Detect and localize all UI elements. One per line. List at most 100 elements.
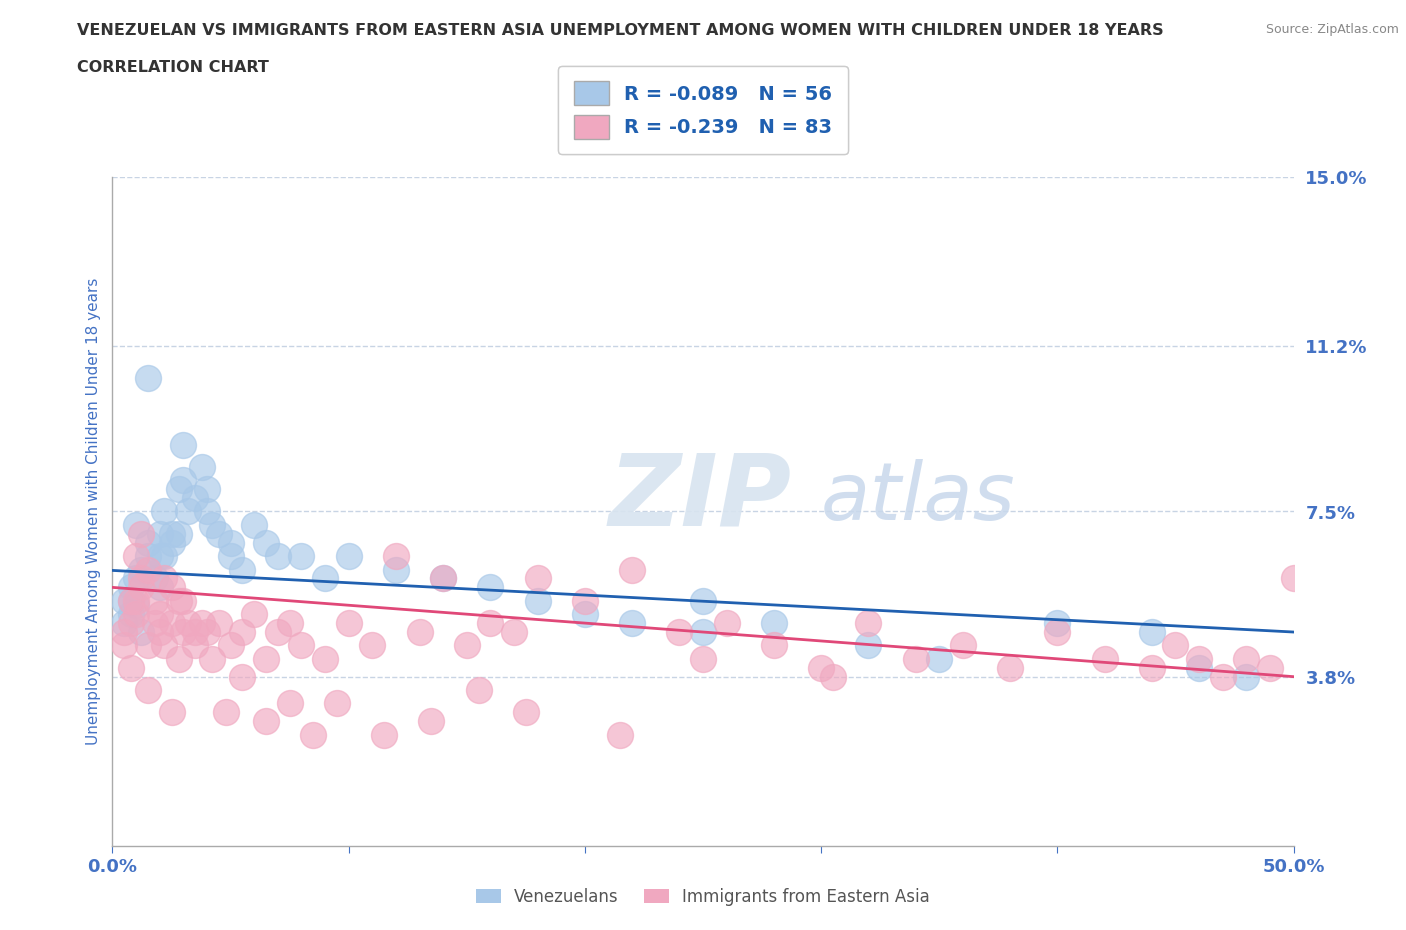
Legend: Venezuelans, Immigrants from Eastern Asia: Venezuelans, Immigrants from Eastern Asi…	[470, 881, 936, 912]
Point	[821, 670, 844, 684]
Point	[112, 593, 135, 608]
Point	[254, 714, 277, 729]
Point	[432, 571, 454, 586]
Point	[952, 638, 974, 653]
Point	[149, 606, 172, 621]
Text: atlas: atlas	[821, 459, 1017, 538]
Point	[120, 593, 142, 608]
Point	[692, 625, 714, 640]
Point	[177, 616, 200, 631]
Y-axis label: Unemployment Among Women with Children Under 18 years: Unemployment Among Women with Children U…	[86, 278, 101, 745]
Point	[184, 638, 207, 653]
Point	[172, 625, 194, 640]
Point	[267, 549, 290, 564]
Point	[112, 616, 135, 631]
Point	[526, 593, 548, 608]
Point	[928, 651, 950, 666]
Point	[254, 536, 277, 551]
Point	[125, 549, 148, 564]
Point	[136, 683, 159, 698]
Point	[160, 536, 183, 551]
Point	[337, 549, 360, 564]
Point	[160, 616, 183, 631]
Point	[195, 482, 218, 497]
Point	[215, 705, 238, 720]
Point	[254, 651, 277, 666]
Point	[408, 625, 430, 640]
Point	[195, 625, 218, 640]
Point	[120, 580, 142, 595]
Point	[201, 651, 224, 666]
Point	[858, 616, 880, 631]
Point	[129, 625, 152, 640]
Point	[201, 517, 224, 532]
Point	[120, 660, 142, 675]
Text: VENEZUELAN VS IMMIGRANTS FROM EASTERN ASIA UNEMPLOYMENT AMONG WOMEN WITH CHILDRE: VENEZUELAN VS IMMIGRANTS FROM EASTERN AS…	[77, 23, 1164, 38]
Text: CORRELATION CHART: CORRELATION CHART	[77, 60, 269, 75]
Point	[668, 625, 690, 640]
Point	[120, 606, 142, 621]
Point	[153, 571, 176, 586]
Point	[479, 616, 502, 631]
Point	[125, 598, 148, 613]
Point	[219, 638, 242, 653]
Point	[153, 638, 176, 653]
Point	[1140, 660, 1163, 675]
Point	[129, 526, 152, 541]
Point	[716, 616, 738, 631]
Point	[904, 651, 927, 666]
Point	[231, 670, 253, 684]
Point	[314, 651, 336, 666]
Point	[1282, 571, 1305, 586]
Point	[1234, 651, 1257, 666]
Point	[456, 638, 478, 653]
Point	[1140, 625, 1163, 640]
Point	[1046, 616, 1069, 631]
Point	[267, 625, 290, 640]
Point	[153, 504, 176, 519]
Point	[1164, 638, 1187, 653]
Point	[129, 580, 152, 595]
Point	[177, 504, 200, 519]
Point	[172, 437, 194, 452]
Point	[314, 571, 336, 586]
Point	[143, 616, 166, 631]
Point	[160, 580, 183, 595]
Point	[278, 696, 301, 711]
Point	[326, 696, 349, 711]
Point	[526, 571, 548, 586]
Point	[167, 593, 190, 608]
Point	[515, 705, 537, 720]
Point	[1094, 651, 1116, 666]
Point	[432, 571, 454, 586]
Point	[125, 606, 148, 621]
Point	[302, 727, 325, 742]
Point	[208, 526, 231, 541]
Point	[243, 517, 266, 532]
Point	[243, 606, 266, 621]
Point	[385, 562, 408, 577]
Point	[120, 616, 142, 631]
Point	[172, 593, 194, 608]
Point	[195, 504, 218, 519]
Point	[1188, 660, 1211, 675]
Point	[208, 616, 231, 631]
Point	[167, 651, 190, 666]
Point	[290, 549, 312, 564]
Point	[385, 549, 408, 564]
Point	[231, 625, 253, 640]
Point	[160, 705, 183, 720]
Point	[136, 562, 159, 577]
Point	[621, 562, 644, 577]
Point	[479, 580, 502, 595]
Point	[574, 606, 596, 621]
Point	[125, 593, 148, 608]
Point	[129, 571, 152, 586]
Point	[762, 638, 785, 653]
Point	[858, 638, 880, 653]
Point	[1212, 670, 1234, 684]
Point	[167, 482, 190, 497]
Point	[361, 638, 384, 653]
Point	[191, 616, 214, 631]
Point	[191, 459, 214, 474]
